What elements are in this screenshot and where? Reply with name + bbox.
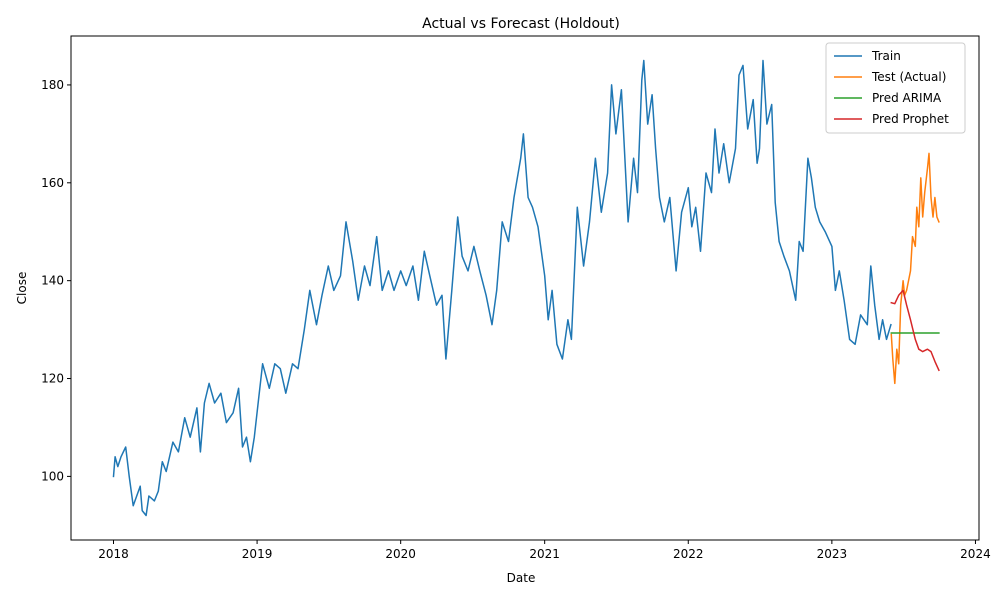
x-tick-label: 2020 [385,547,416,561]
x-tick-label: 2019 [242,547,273,561]
x-tick-label: 2024 [960,547,991,561]
legend-label-3: Pred Prophet [872,112,949,126]
legend-box [825,42,966,134]
x-axis-ticks: 2018 2019 2020 2021 2022 2023 2024 [98,540,991,561]
y-tick-label: 140 [41,274,64,288]
y-axis-ticks: 100 120 140 160 180 [41,78,71,483]
y-tick-label: 100 [41,469,64,483]
plot-frame [70,35,980,541]
y-tick-label: 160 [41,176,64,190]
series-line-0 [112,59,892,517]
series-line-3 [890,289,940,372]
y-tick-label: 120 [41,372,64,386]
x-tick-label: 2022 [673,547,704,561]
y-tick-label: 180 [41,78,64,92]
x-axis-label: Date [507,571,536,585]
x-tick-label: 2021 [529,547,560,561]
y-axis-label: Close [15,272,29,305]
legend: Train Test (Actual) Pred ARIMA Pred Prophet [825,42,966,134]
chart-title: Actual vs Forecast (Holdout) [422,16,620,32]
legend-label-1: Test (Actual) [871,70,946,84]
legend-label-0: Train [871,49,901,63]
series-layer [112,59,940,517]
x-tick-label: 2023 [817,547,848,561]
x-tick-label: 2018 [98,547,129,561]
legend-label-2: Pred ARIMA [872,91,942,105]
series-line-1 [890,152,940,385]
